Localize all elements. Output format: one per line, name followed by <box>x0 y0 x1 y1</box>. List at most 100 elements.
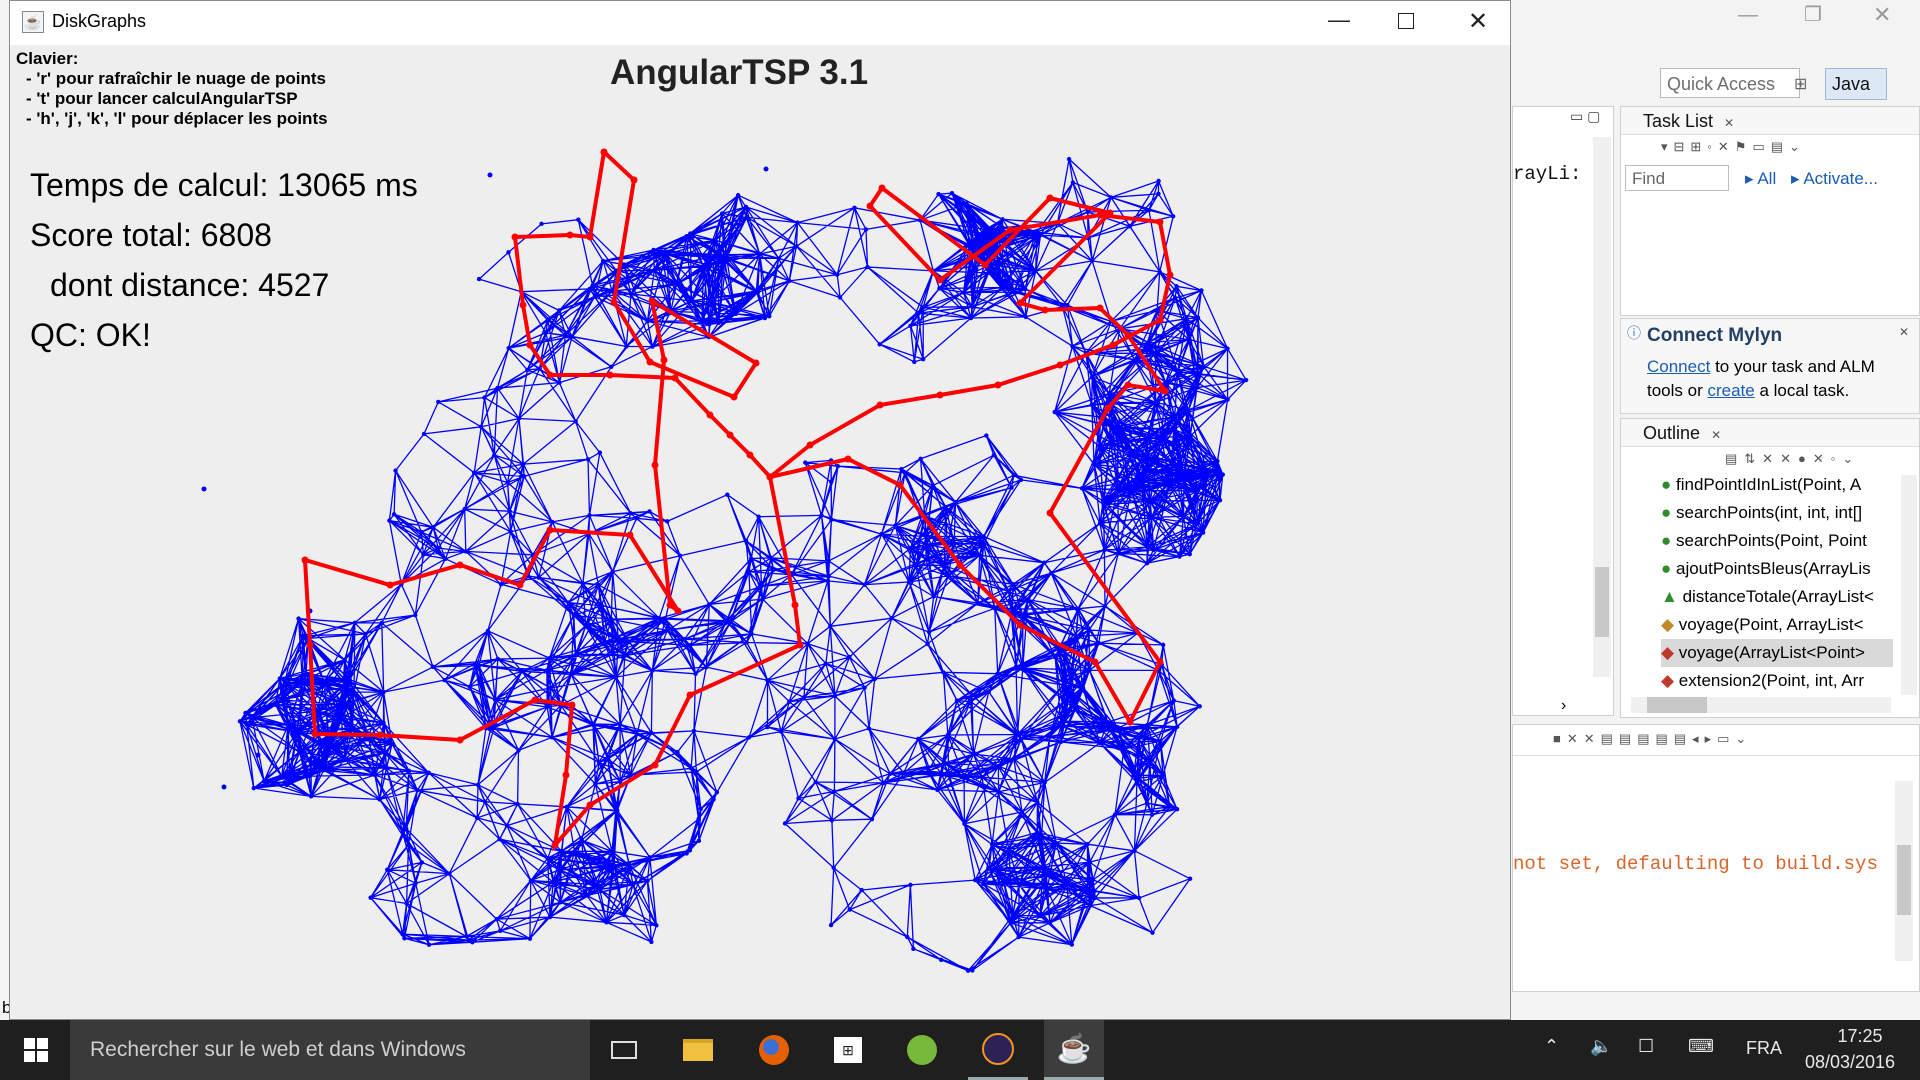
diskgraphs-titlebar[interactable]: ☕ DiskGraphs — ✕ <box>10 1 1510 45</box>
graph-node <box>1225 397 1230 402</box>
task-filter-all[interactable]: ▸ All <box>1745 169 1777 188</box>
task-list-close-icon[interactable]: ✕ <box>1724 116 1735 130</box>
graph-node <box>478 424 484 429</box>
task-list-tab[interactable]: Task List ✕ <box>1621 107 1919 135</box>
keyboard-icon[interactable]: ⌨ <box>1688 1036 1714 1056</box>
close-button[interactable]: ✕ <box>1468 8 1489 35</box>
editor-scroll-right-icon[interactable]: › <box>1561 697 1567 714</box>
outline-panel: Outline ✕ ▤⇅✕✕●✕◦⌄ ● findPointIdInList(P… <box>1620 418 1920 718</box>
notifications-icon[interactable]: ☐ <box>1638 1036 1655 1056</box>
outline-scrollbar[interactable] <box>1901 475 1917 695</box>
graph-node <box>801 695 807 700</box>
graph-node <box>539 221 544 227</box>
graph-node <box>564 804 570 810</box>
java-taskbar-icon[interactable]: ☕ <box>1044 1020 1104 1080</box>
graph-node <box>961 290 966 295</box>
tour-node <box>791 601 799 609</box>
android-studio-icon[interactable] <box>892 1020 952 1080</box>
start-button[interactable] <box>6 1020 66 1080</box>
taskbar-search-input[interactable]: Rechercher sur le web et dans Windows <box>70 1020 590 1080</box>
graph-node <box>1160 773 1166 778</box>
graph-node <box>1167 804 1172 809</box>
store-icon[interactable]: ⊞ <box>818 1020 878 1080</box>
outline-close-icon[interactable]: ✕ <box>1711 428 1722 442</box>
graph-node <box>1092 888 1097 894</box>
minimize-button[interactable]: — <box>1328 7 1350 32</box>
outline-toolbar-icons[interactable]: ▤⇅✕✕●✕◦⌄ <box>1725 451 1861 466</box>
windows-logo-icon <box>24 1038 48 1062</box>
eclipse-taskbar-icon[interactable] <box>968 1020 1028 1080</box>
connect-link[interactable]: Connect <box>1647 357 1711 376</box>
tour-node <box>511 233 519 241</box>
tour-node <box>386 581 394 589</box>
maximize-button[interactable] <box>1398 13 1414 29</box>
eclipse-close-button[interactable]: ✕ <box>1873 2 1892 27</box>
console-toolbar-icons[interactable]: ■✕✕▤▤▤▤▤◂▸▭⌄ <box>1553 731 1753 746</box>
open-perspective-icon[interactable]: ⊞ <box>1794 76 1808 93</box>
graph-node <box>651 247 656 253</box>
task-view-icon[interactable] <box>594 1020 654 1080</box>
graph-node <box>1011 756 1016 761</box>
outline-hscroll-thumb[interactable] <box>1647 697 1707 713</box>
graph-node <box>767 313 772 319</box>
editor-minimize-icon[interactable]: ▭ ▢ <box>1570 108 1601 124</box>
graph-node <box>645 318 650 324</box>
task-find-input[interactable]: Find <box>1625 165 1729 191</box>
outline-item[interactable]: ▲ distanceTotale(ArrayList< <box>1661 587 1874 606</box>
stat-distance: dont distance: 4527 <box>50 267 330 303</box>
graph-node <box>1156 178 1161 184</box>
graph-node <box>1112 812 1118 817</box>
info-icon: ⓘ <box>1627 325 1641 341</box>
outline-item[interactable]: ● ajoutPointsBleus(ArrayLis <box>1661 559 1871 578</box>
graph-node <box>389 741 395 746</box>
volume-icon[interactable]: 🔈 <box>1590 1036 1613 1056</box>
task-list-toolbar-icons[interactable]: ▾⊟⊞◦✕⚑▭▤⌄ <box>1661 139 1806 154</box>
graph-node <box>965 968 971 973</box>
graph-canvas[interactable] <box>10 45 1510 1020</box>
graph-node <box>495 385 500 391</box>
outline-item[interactable]: ● findPointIdInList(Point, A <box>1661 475 1862 494</box>
graph-node <box>787 278 792 284</box>
editor-scrollbar[interactable] <box>1593 137 1611 677</box>
tour-node <box>551 841 559 849</box>
quick-access-input[interactable]: Quick Access <box>1660 68 1800 98</box>
editor-area[interactable]: rayLi: › <box>1512 106 1614 716</box>
eclipse-restore-button[interactable]: ❐ <box>1804 4 1822 26</box>
graph-node <box>1064 882 1070 887</box>
graph-node <box>1153 351 1158 356</box>
outline-tab[interactable]: Outline ✕ <box>1621 419 1919 447</box>
clock-time[interactable]: 17:25 <box>1837 1026 1883 1046</box>
graph-node <box>308 794 314 799</box>
graph-node <box>829 818 835 823</box>
graph-node <box>1220 472 1225 477</box>
graph-node <box>1074 634 1079 639</box>
graph-node <box>1217 468 1222 473</box>
java-perspective-button[interactable]: Java <box>1825 68 1887 100</box>
graph-node <box>557 308 562 313</box>
tour-node <box>1056 361 1064 369</box>
outline-item[interactable]: ● searchPoints(Point, Point <box>1661 531 1867 550</box>
editor-scroll-thumb[interactable] <box>1595 567 1609 637</box>
graph-node <box>519 669 525 674</box>
graph-node <box>1044 873 1049 878</box>
outline-item[interactable]: ● searchPoints(int, int, int[] <box>1661 503 1863 522</box>
eclipse-minimize-button[interactable]: — <box>1738 4 1758 26</box>
firefox-icon[interactable] <box>744 1020 804 1080</box>
tour-node <box>651 461 659 469</box>
file-explorer-icon[interactable] <box>668 1020 728 1080</box>
tray-overflow-icon[interactable]: ⌃ <box>1544 1036 1560 1056</box>
graph-node <box>462 506 467 512</box>
create-link[interactable]: create <box>1707 381 1755 400</box>
clock-date[interactable]: 08/03/2016 <box>1804 1052 1896 1072</box>
outline-item[interactable]: ◆ extension2(Point, int, Arr <box>1661 671 1865 690</box>
outline-item-selected[interactable]: ◆ voyage(ArrayList<Point> <box>1661 639 1893 667</box>
outline-item[interactable]: ◆ voyage(Point, ArrayList< <box>1661 615 1864 634</box>
mylyn-close-icon[interactable]: ✕ <box>1899 325 1910 339</box>
language-indicator[interactable]: FRA <box>1746 1038 1782 1058</box>
console-scroll-thumb[interactable] <box>1897 845 1911 915</box>
graph-node <box>387 518 392 523</box>
graph-node <box>630 882 636 888</box>
graph-node <box>580 581 586 586</box>
tour-node <box>1109 341 1117 349</box>
task-activate-link[interactable]: ▸ Activate... <box>1791 169 1878 188</box>
